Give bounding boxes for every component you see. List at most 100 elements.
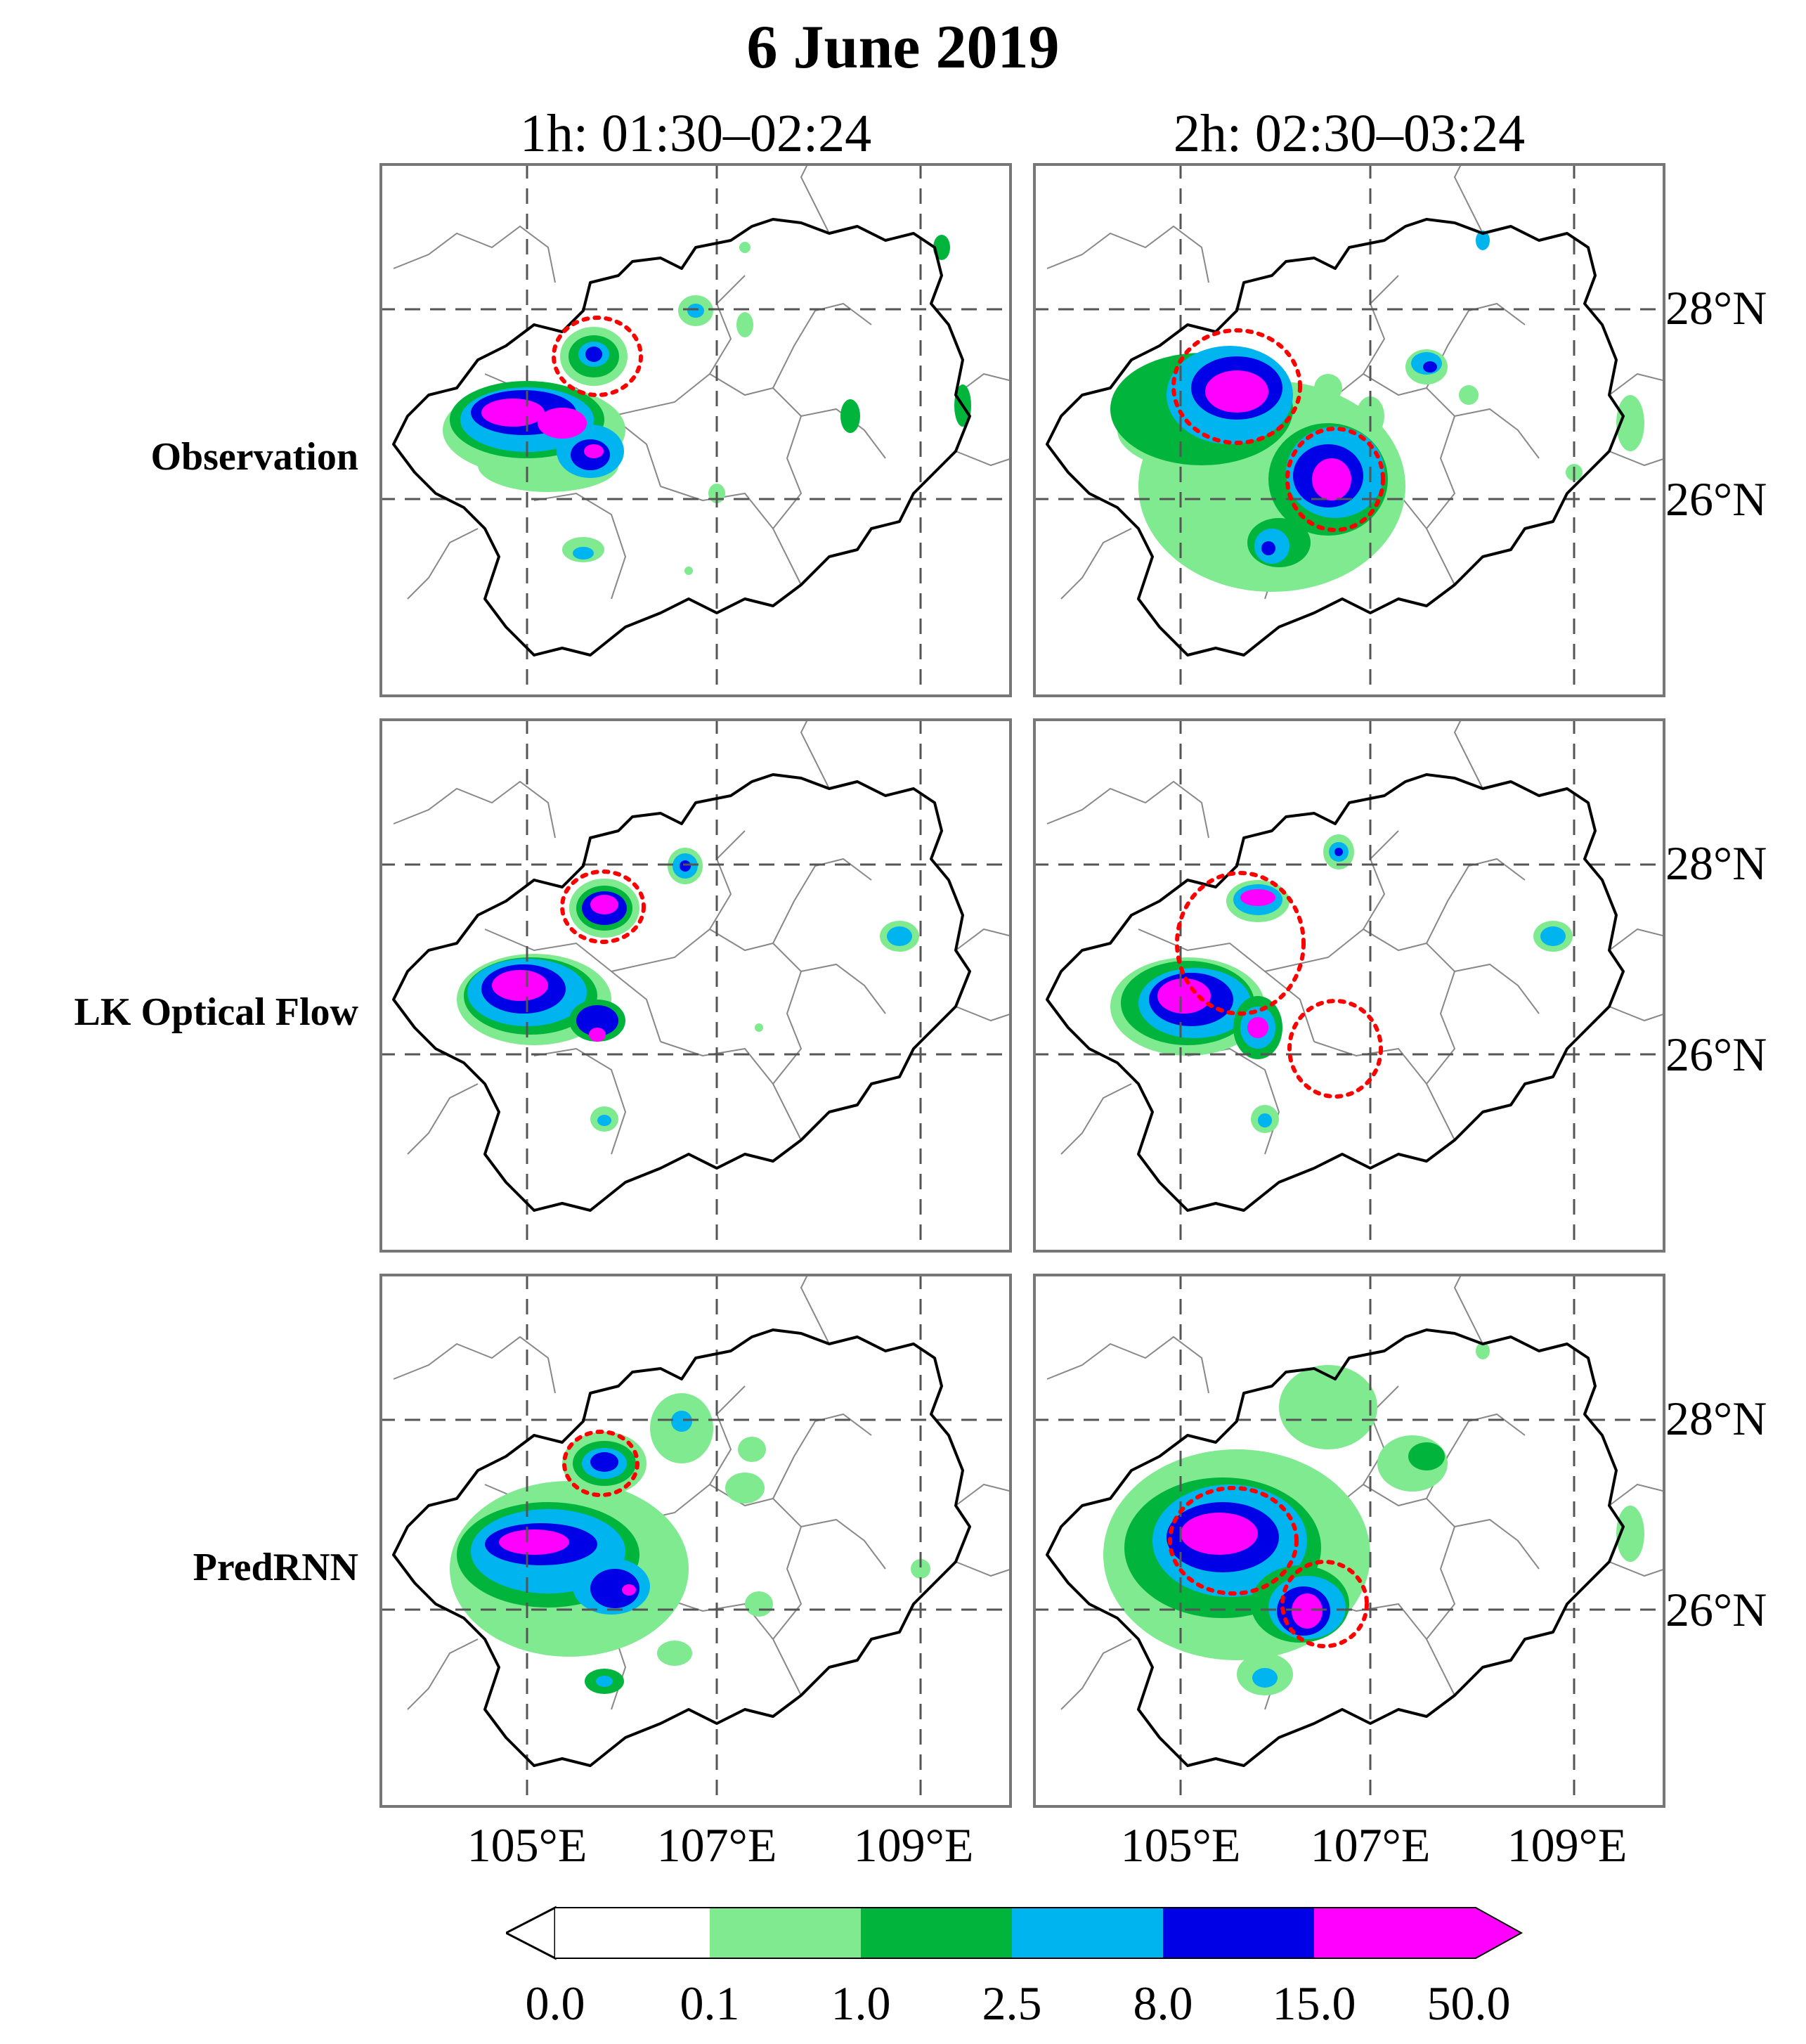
rainfall-cell-level-1 xyxy=(1476,1343,1490,1359)
province-boundary xyxy=(1313,1041,1455,1141)
highlight-circle xyxy=(1175,871,1306,1016)
province-boundary xyxy=(407,528,479,600)
map-panel-observation-2h xyxy=(1033,163,1665,697)
province-boundary xyxy=(1264,928,1427,972)
rainfall-cell-level-5 xyxy=(1240,889,1275,906)
guizhou-boundary xyxy=(1046,1328,1625,1767)
province-boundary xyxy=(1426,387,1540,459)
rainfall-cell-level-3 xyxy=(1258,1113,1272,1127)
lat-label-28n-row3: 28°N xyxy=(1665,1392,1767,1445)
panel-frame xyxy=(1033,1274,1665,1808)
panel-frame xyxy=(1033,718,1665,1253)
rainfall-cell-level-3 xyxy=(597,1115,611,1126)
rainfall-cell-level-3 xyxy=(671,1411,692,1432)
panel-frame xyxy=(1033,163,1665,697)
province-boundary xyxy=(772,415,803,529)
colorbar-tick-6: 50.0 xyxy=(1427,1977,1511,2030)
province-boundary xyxy=(393,1335,556,1394)
province-boundary xyxy=(1046,225,1209,283)
rainfall-cell-level-1 xyxy=(1459,385,1479,405)
highlight-circle xyxy=(560,869,646,944)
rainfall-cell-level-1 xyxy=(911,1559,930,1579)
rainfall-cell-level-5 xyxy=(590,895,618,914)
province-boundary xyxy=(709,275,746,375)
rainfall-cell-level-1 xyxy=(739,242,751,253)
map-panel-lk-1h xyxy=(379,718,1012,1253)
column-title-1h: 1h: 01:30–02:24 xyxy=(519,104,872,163)
province-boundary xyxy=(772,1413,872,1499)
lon-label-107e-col2: 107°E xyxy=(1310,1818,1431,1872)
province-boundary xyxy=(611,928,774,972)
map-panel-lk-2h xyxy=(1033,718,1665,1253)
highlight-circle xyxy=(552,316,643,397)
guizhou-boundary xyxy=(392,773,971,1212)
guizhou-boundary xyxy=(392,218,971,656)
province-boundary xyxy=(709,1385,746,1485)
rainfall-cell-level-5 xyxy=(481,399,545,427)
map-panel-predrnn-1h xyxy=(379,1274,1012,1808)
rainfall-cell-level-3 xyxy=(1476,231,1490,250)
province-boundary xyxy=(955,1561,1012,1577)
province-boundary xyxy=(772,1526,803,1640)
guizhou-boundary xyxy=(392,1328,971,1767)
guizhou-boundary xyxy=(1046,218,1625,656)
colorbar-extend-left xyxy=(506,1906,557,1960)
rainfall-cell-level-5 xyxy=(584,444,604,458)
colorbar-tick-4: 8.0 xyxy=(1133,1977,1193,2030)
colorbar-extend-right xyxy=(1314,1908,1521,1958)
rainfall-cell-level-3 xyxy=(687,304,704,318)
highlight-circle xyxy=(1168,1486,1299,1596)
row-label-observation: Observation xyxy=(150,435,358,479)
province-boundary xyxy=(1453,163,1483,234)
rainfall-cell-level-3 xyxy=(573,547,594,559)
rainfall-cell-level-1 xyxy=(745,1591,773,1617)
province-boundary xyxy=(955,1006,1012,1022)
rainfall-cell-level-4 xyxy=(1423,361,1437,373)
colorbar-tick-5: 15.0 xyxy=(1272,1977,1356,2030)
colorbar-bin-1.0-2.5 xyxy=(861,1908,1012,1958)
rainfall-cell-level-5 xyxy=(1247,1017,1268,1038)
row-label-lk-optical-flow: LK Optical Flow xyxy=(74,990,358,1034)
rainfall-cell-level-1 xyxy=(1616,395,1644,451)
highlight-circle xyxy=(1285,427,1385,532)
province-boundary xyxy=(1426,415,1456,529)
province-boundary xyxy=(393,780,556,839)
lon-label-109e-col1: 109°E xyxy=(853,1818,974,1872)
province-boundary xyxy=(772,971,803,1085)
rainfall-cell-level-1 xyxy=(755,1023,763,1032)
row-label-predrnn: PredRNN xyxy=(193,1546,358,1589)
rainfall-cell-level-4 xyxy=(680,860,691,872)
lat-label-26n-row1: 26°N xyxy=(1665,472,1767,526)
province-boundary xyxy=(1426,971,1456,1085)
province-boundary xyxy=(484,929,661,1042)
map-panel-observation-1h xyxy=(379,163,1012,697)
lat-label-28n-row1: 28°N xyxy=(1665,281,1767,335)
rainfall-cell-level-5 xyxy=(499,1529,569,1555)
province-boundary xyxy=(955,451,1012,467)
highlight-circle xyxy=(562,1430,639,1497)
province-boundary xyxy=(660,486,802,586)
lat-label-26n-row3: 26°N xyxy=(1665,1583,1767,1636)
province-boundary xyxy=(955,1483,1012,1506)
province-boundary xyxy=(800,718,830,789)
province-boundary xyxy=(407,1083,479,1155)
province-boundary xyxy=(772,943,886,1014)
rainfall-cell-level-4 xyxy=(1261,541,1275,555)
rainfall-cell-level-4 xyxy=(590,1569,639,1608)
rainfall-cell-level-1 xyxy=(1616,1506,1644,1562)
highlight-circle xyxy=(1287,999,1383,1099)
rainfall-cell-level-1 xyxy=(1279,1365,1377,1449)
province-boundary xyxy=(533,1047,627,1155)
province-boundary xyxy=(407,1638,479,1710)
figure-title: 6 June 2019 xyxy=(746,13,1060,82)
province-boundary xyxy=(1060,1638,1132,1710)
colorbar-bin-0.1-1.0 xyxy=(710,1908,861,1958)
rainfall-cell-level-1 xyxy=(684,567,693,575)
province-boundary xyxy=(955,928,1012,951)
province-boundary xyxy=(1609,373,1665,396)
guizhou-boundary xyxy=(1046,773,1625,1212)
colorbar xyxy=(506,1906,1524,1960)
rainfall-cell-level-5 xyxy=(1312,458,1351,500)
rainfall-cell-level-4 xyxy=(585,347,602,362)
lon-label-109e-col2: 109°E xyxy=(1507,1818,1628,1872)
